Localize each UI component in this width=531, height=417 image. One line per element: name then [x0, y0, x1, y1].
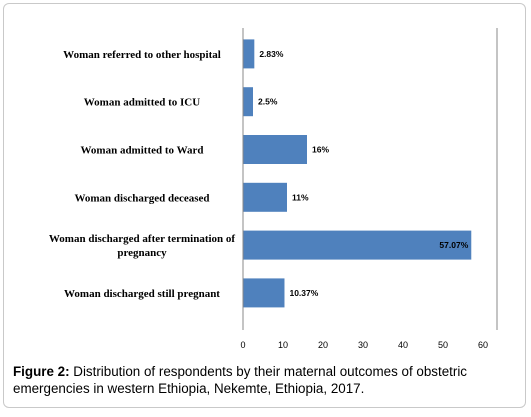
x-tick-label-4: 40 — [398, 340, 408, 350]
bar-4 — [243, 230, 472, 260]
figure-frame — [3, 3, 526, 408]
figure-caption-text: Distribution of respondents by their mat… — [13, 364, 467, 396]
bar-0 — [243, 39, 255, 69]
data-label-5: 10.37% — [289, 288, 318, 298]
x-tick-label-3: 30 — [358, 340, 368, 350]
data-label-3: 11% — [292, 192, 309, 202]
category-label-3: Woman discharged deceased — [74, 192, 209, 204]
bar-3 — [243, 182, 287, 212]
category-label-2: Woman admitted to Ward — [81, 145, 204, 157]
bar-chart: Woman referred to other hospital Woman ad… — [49, 28, 498, 350]
data-label-1: 2.5% — [258, 97, 278, 107]
data-labels: 2.83% 2.5% 16% 11% 57.07% 10.37% — [258, 49, 469, 298]
category-label-4: Woman discharged after termination of pre… — [49, 233, 236, 259]
x-tick-label-1: 10 — [278, 340, 288, 350]
bar-1 — [243, 87, 253, 117]
bar-5 — [243, 278, 285, 308]
category-label-1: Woman admitted to ICU — [84, 97, 200, 109]
bars-group — [243, 39, 472, 308]
data-label-0: 2.83% — [259, 49, 284, 59]
x-tick-label-0: 0 — [240, 340, 245, 350]
data-label-4: 57.07% — [439, 240, 468, 250]
x-tick-label-5: 50 — [438, 340, 448, 350]
bar-2 — [243, 135, 307, 164]
data-label-2: 16% — [312, 145, 329, 155]
x-tick-label-2: 20 — [318, 340, 328, 350]
figure-caption: Figure 2: Distribution of respondents by… — [13, 363, 521, 397]
x-axis-ticks: 0 10 20 30 40 50 60 — [240, 340, 488, 350]
category-label-5: Woman discharged still pregnant — [64, 288, 220, 300]
figure-label: Figure 2: — [13, 364, 70, 379]
category-label-0: Woman referred to other hospital — [63, 49, 221, 61]
category-labels: Woman referred to other hospital Woman ad… — [49, 49, 236, 300]
x-tick-label-6: 60 — [478, 340, 488, 350]
